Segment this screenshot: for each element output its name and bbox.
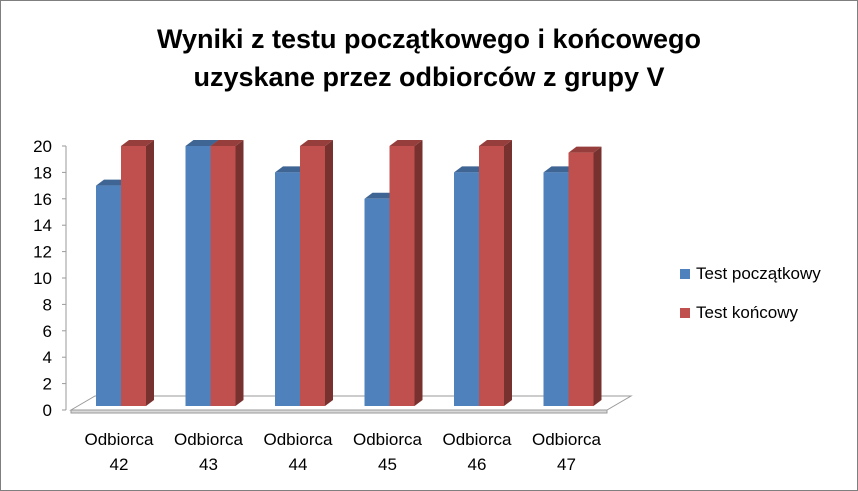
y-tick-label: 2 [43, 375, 52, 394]
y-tick-label: 12 [33, 243, 52, 262]
legend-swatch-initial-test [680, 269, 690, 279]
x-tick-label: Odbiorca [443, 430, 513, 449]
chart-title-line-2: uzyskane przez odbiorców z grupy V [193, 62, 665, 92]
x-tick-label: Odbiorca [174, 430, 244, 449]
y-tick-label: 8 [43, 295, 52, 314]
x-tick-label: 44 [289, 455, 308, 474]
chart-title-line-1: Wyniki z testu początkowego i końcowego [156, 24, 702, 54]
x-tick-label: Odbiorca [85, 430, 155, 449]
bar [389, 140, 423, 406]
x-tick-label: 42 [110, 455, 129, 474]
bar [210, 140, 244, 406]
x-tick-label: 46 [468, 455, 487, 474]
x-tick-label: Odbiorca [353, 430, 423, 449]
y-tick-label: 6 [43, 322, 52, 341]
chart-title: Wyniki z testu początkowego i końcowego … [0, 20, 858, 96]
x-tick-label: Odbiorca [264, 430, 334, 449]
y-tick-label: 20 [33, 137, 52, 156]
y-tick-label: 14 [33, 216, 52, 235]
bar [121, 140, 154, 406]
legend-label-initial-test: Test początkowy [696, 264, 821, 283]
x-tick-label: 47 [557, 455, 576, 474]
bar [479, 140, 512, 406]
y-tick-label: 10 [33, 269, 52, 288]
legend: Test początkowy Test końcowy [680, 264, 821, 342]
x-tick-label: 43 [199, 455, 218, 474]
legend-label-final-test: Test końcowy [696, 303, 799, 322]
x-tick-label: Odbiorca [532, 430, 602, 449]
y-tick-label: 16 [33, 190, 52, 209]
bar [568, 146, 602, 406]
legend-item-initial-test: Test początkowy [680, 264, 821, 284]
bar [300, 140, 333, 406]
x-tick-label: 45 [378, 455, 397, 474]
legend-swatch-final-test [680, 308, 690, 318]
legend-item-final-test: Test końcowy [680, 303, 821, 323]
y-tick-label: 0 [43, 401, 52, 420]
y-tick-label: 4 [43, 348, 52, 367]
chart-floor-edge [70, 409, 608, 414]
y-tick-label: 18 [33, 163, 52, 182]
